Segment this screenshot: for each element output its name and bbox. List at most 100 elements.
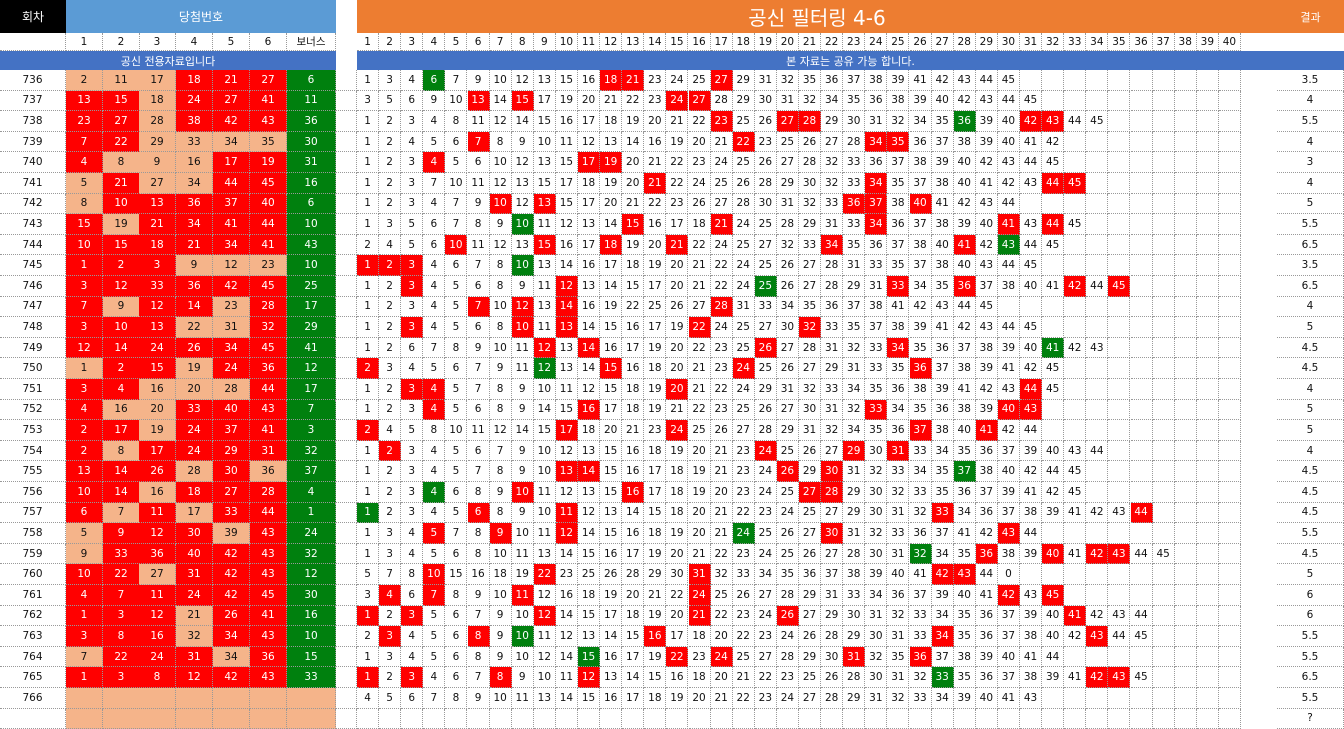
winning-number: 19 [139,420,176,441]
filter-cell [1152,296,1175,318]
filter-cell [1064,234,1087,256]
winning-number [213,688,250,709]
filter-cell: 19 [511,564,534,585]
filter-cell [1086,255,1109,276]
winning-number: 44 [250,502,287,524]
filter-cell: 7 [423,173,446,194]
filter-cell: 41 [1064,667,1087,688]
gap-cell [336,90,357,112]
filter-cell [1064,131,1087,153]
filter-cell: 44 [975,564,998,585]
filter-cell: 18 [600,111,623,132]
filter-cell: 31 [887,502,910,524]
filter-cell: 25 [799,667,822,688]
filter-cell: 11 [511,543,534,565]
filter-cell: 10 [511,255,534,276]
filter-cell: 31 [821,214,844,235]
winning-number: 26 [139,461,176,482]
filter-cell: 29 [843,626,866,647]
filter-cell: 32 [887,605,910,627]
filter-cell [1042,296,1065,318]
filter-cell: 14 [555,296,578,318]
round-number: 763 [0,626,66,647]
filter-cell: 1 [357,193,380,215]
filter-cell [1196,585,1219,606]
filter-cell: 27 [776,399,799,421]
filter-col-header: 15 [666,33,689,51]
winning-number: 24 [176,420,213,441]
filter-cell: 12 [533,646,556,668]
filter-cell: 40 [953,152,976,173]
filter-cell: 34 [931,440,954,462]
filter-cell: 30 [865,440,888,462]
filter-cell: 40 [997,111,1020,132]
filter-cell: 29 [821,605,844,627]
filter-cell [1196,214,1219,235]
filter-cell: 19 [644,255,667,276]
filter-cell: 14 [600,276,623,297]
filter-col-header: 31 [1020,33,1043,51]
filter-cell [1218,564,1241,585]
filter-cell: 30 [843,111,866,132]
filter-cell [1152,502,1175,524]
filter-cell: 10 [511,317,534,338]
filter-cell [1064,317,1087,338]
filter-cell: 6 [445,482,468,503]
filter-cell: 1 [357,543,380,565]
filter-cell: 3 [401,461,424,482]
filter-cell [1130,193,1153,215]
filter-cell [1130,399,1153,421]
filter-cell: 21 [688,605,711,627]
filter-cell: 6 [445,605,468,627]
filter-cell: 35 [776,564,799,585]
winning-number: 4 [66,152,103,173]
filter-cell: 21 [688,255,711,276]
filter-cell: 8 [489,461,512,482]
winning-number: 23 [213,296,250,318]
winning-number: 12 [139,605,176,627]
winning-number: 41 [250,234,287,256]
filter-cell: 5 [445,502,468,524]
filter-cell: 2 [357,358,380,379]
filter-cell: 30 [776,317,799,338]
filter-cell: 26 [710,420,733,441]
filter-cell: 25 [578,564,601,585]
filter-cell [1086,152,1109,173]
filter-cell: 25 [732,646,755,668]
filter-cell [1196,276,1219,297]
filter-cell: 20 [622,152,645,173]
filter-cell: 6 [467,276,490,297]
bonus-number [287,688,336,709]
filter-cell: 42 [1020,358,1043,379]
filter-cell: 8 [489,399,512,421]
result-value: 5.5 [1277,111,1344,132]
winning-number: 41 [250,420,287,441]
winning-number: 9 [66,543,103,565]
filter-cell [1218,399,1241,421]
filter-cell [1108,152,1131,173]
filter-cell: 37 [865,317,888,338]
filter-cell: 8 [489,255,512,276]
winning-number: 31 [250,440,287,462]
filter-cell: 14 [578,337,601,359]
result-value: 4 [1277,296,1344,318]
filter-cell: 15 [578,605,601,627]
filter-cell: 36 [931,399,954,421]
filter-cell [1196,502,1219,524]
filter-cell: 8 [467,543,490,565]
filter-cell: 20 [666,276,689,297]
filter-cell: 3 [379,626,402,647]
winning-number: 19 [103,214,140,235]
filter-cell: 27 [799,482,822,503]
filter-cell: 21 [688,276,711,297]
filter-cell: 17 [644,276,667,297]
filter-cell: 27 [821,543,844,565]
filter-cell: 6 [445,255,468,276]
filter-cell: 1 [357,482,380,503]
filter-cell: 31 [843,358,866,379]
filter-cell: 25 [799,502,822,524]
filter-col-header: 3 [401,33,424,51]
filter-cell: 28 [843,543,866,565]
filter-cell: 5 [357,564,380,585]
filter-cell: 1 [357,646,380,668]
